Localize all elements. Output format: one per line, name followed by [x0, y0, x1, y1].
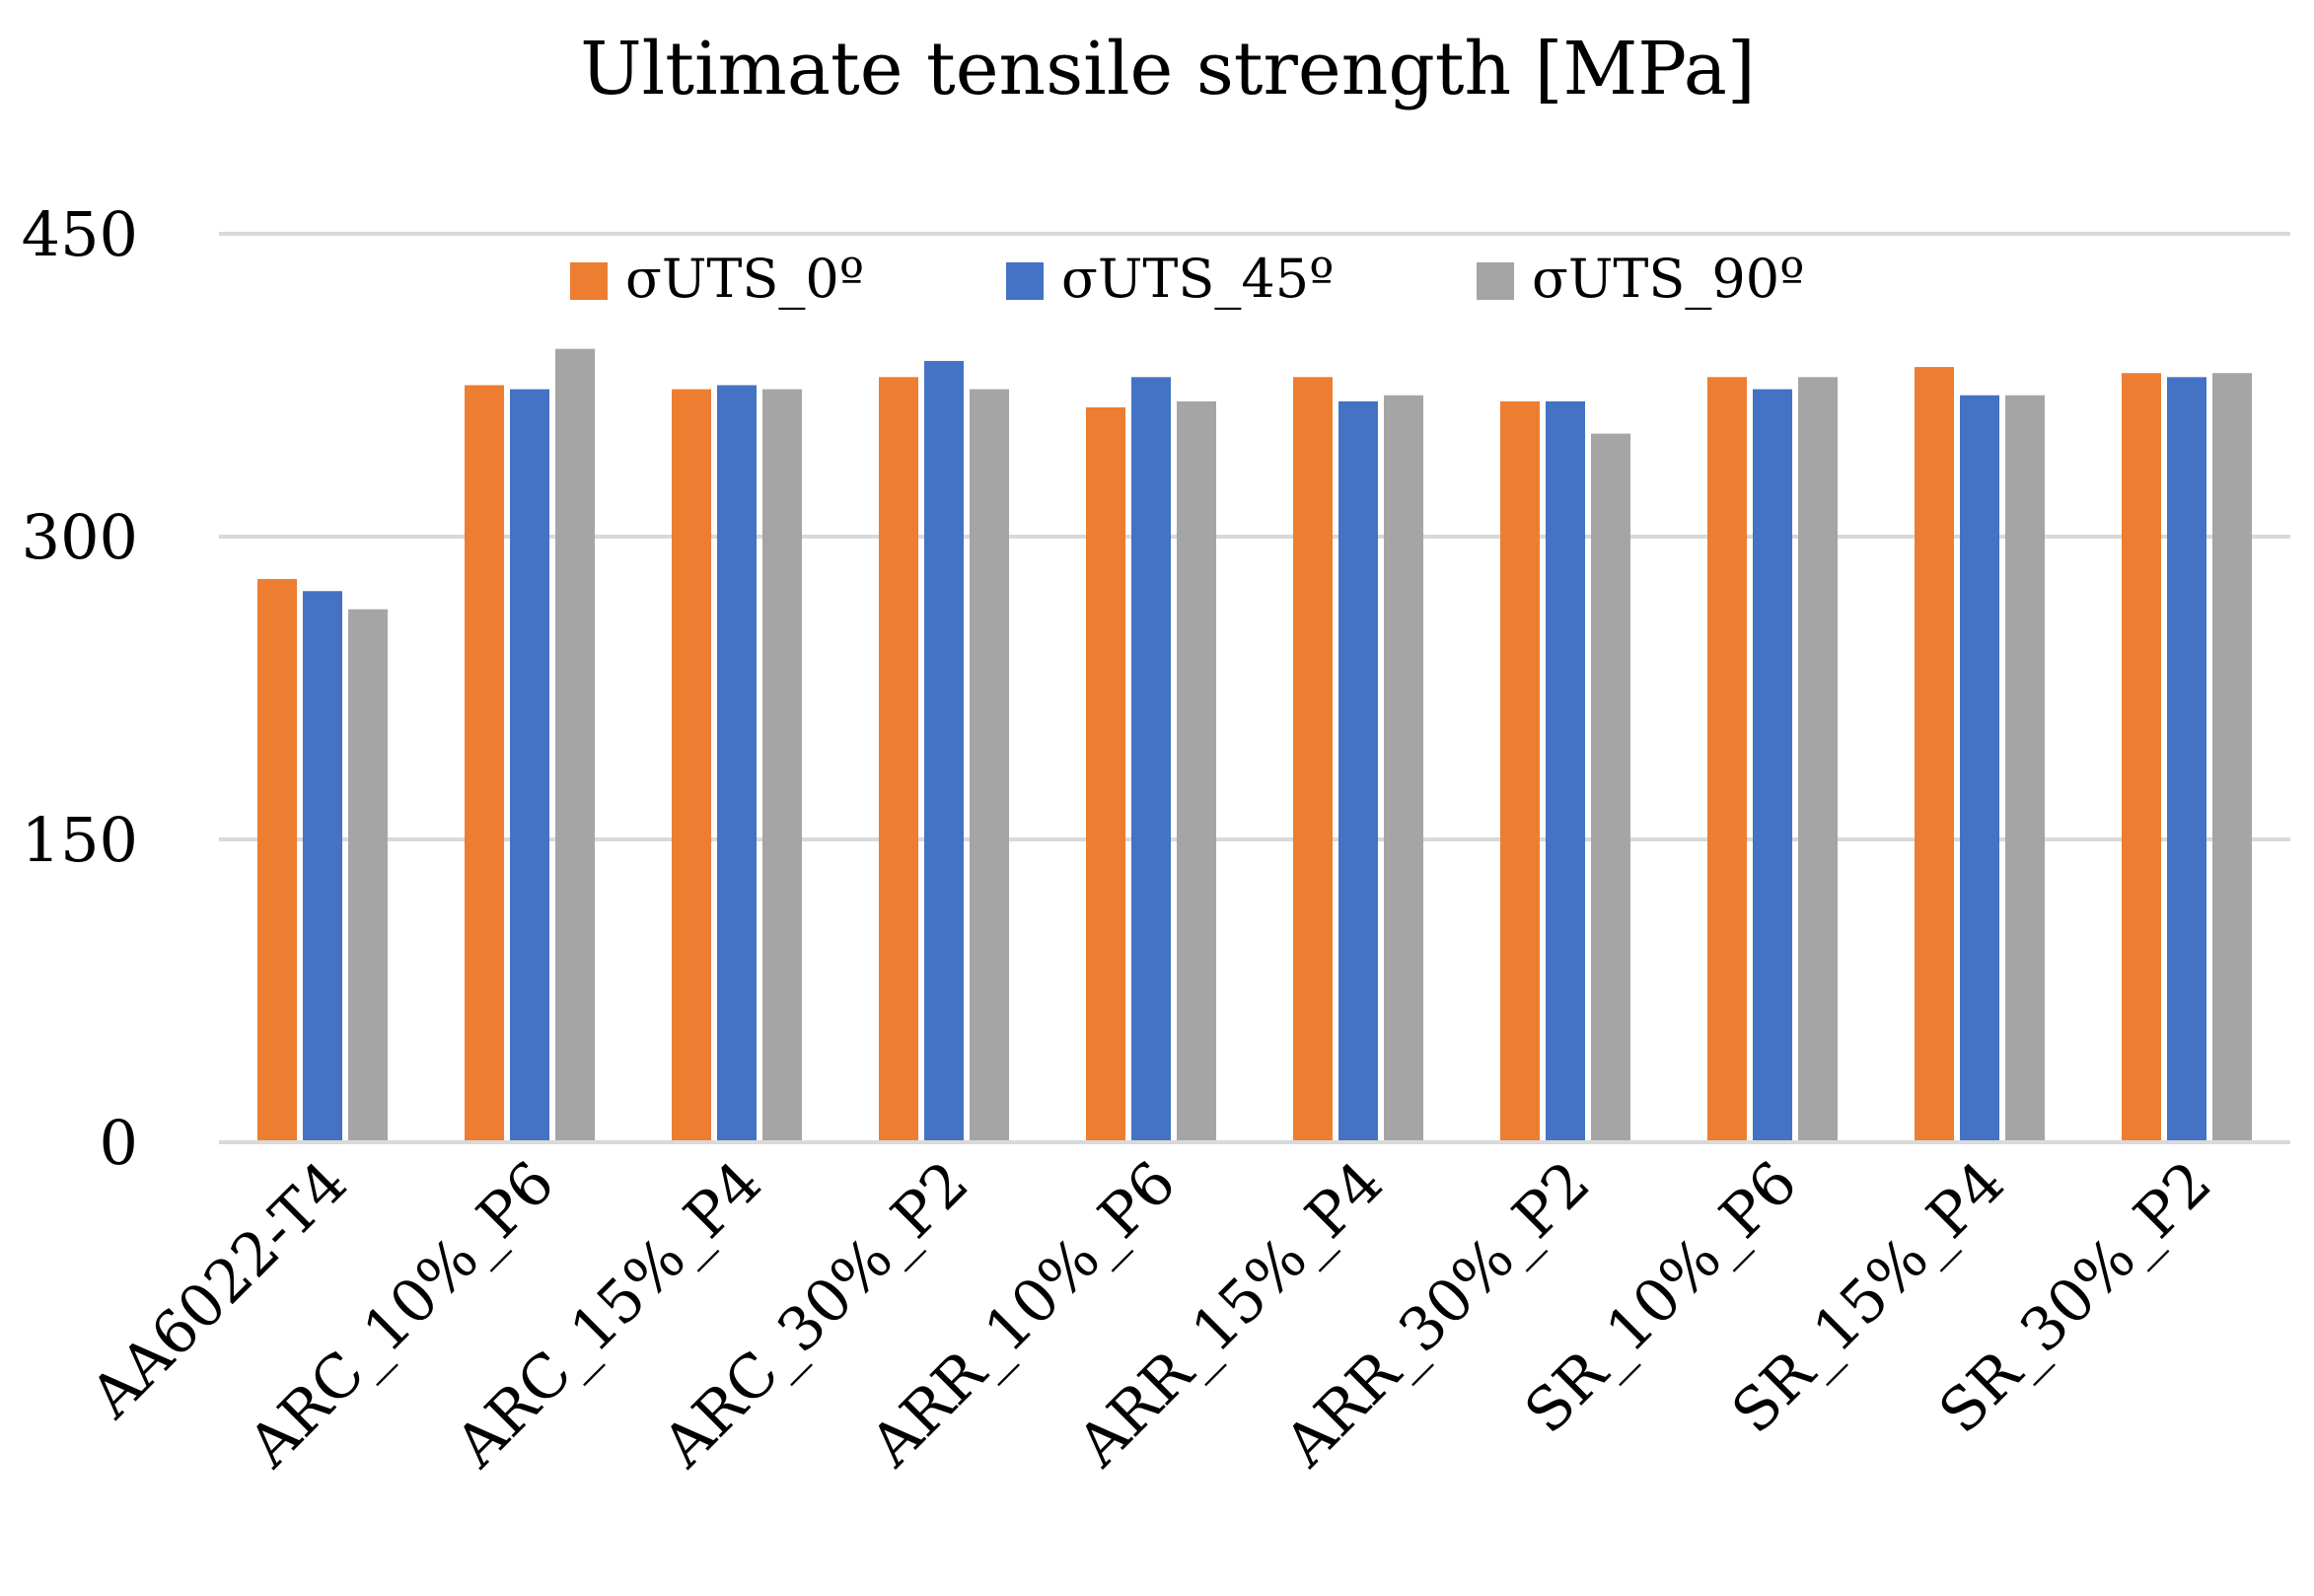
y-tick-label: 450: [22, 198, 138, 270]
bar-AA6022-T4-series-1: [257, 578, 297, 1142]
chart-title: Ultimate tensile strength [MPa]: [580, 27, 1756, 111]
bar-SR_15%_P4-series-1: [1915, 367, 1954, 1143]
bar-ARR_15%_P4-series-3: [1384, 395, 1423, 1142]
bar-ARC_15%_P4-series-1: [672, 389, 711, 1142]
bar-ARC_30%_P2-series-2: [924, 360, 964, 1142]
y-tick-label: 0: [100, 1107, 138, 1179]
y-tick-label: 300: [22, 501, 138, 573]
bar-ARR_30%_P2-series-2: [1546, 400, 1585, 1143]
y-tick-label: 150: [22, 804, 138, 876]
bar-ARR_10%_P6-series-1: [1086, 407, 1125, 1143]
legend-item-2: σUTS_45º: [1006, 248, 1335, 310]
legend-label: σUTS_90º: [1532, 248, 1805, 310]
legend-label: σUTS_0º: [625, 248, 864, 310]
bar-ARR_30%_P2-series-3: [1591, 433, 1630, 1142]
legend: σUTS_0º σUTS_45º σUTS_90º: [570, 248, 1805, 310]
legend-swatch: [1006, 262, 1044, 300]
bar-AA6022-T4-series-3: [348, 609, 388, 1142]
bar-SR_10%_P6-series-1: [1707, 377, 1747, 1142]
legend-item-3: σUTS_90º: [1477, 248, 1805, 310]
bar-ARC_15%_P4-series-3: [762, 389, 802, 1142]
legend-swatch: [1477, 262, 1514, 300]
legend-label: σUTS_45º: [1061, 248, 1335, 310]
bar-ARR_30%_P2-series-1: [1500, 400, 1540, 1143]
bar-SR_15%_P4-series-3: [2005, 395, 2045, 1142]
bar-SR_30%_P2-series-2: [2167, 377, 2206, 1142]
bar-ARC_15%_P4-series-2: [717, 385, 757, 1142]
legend-swatch: [570, 262, 608, 300]
bar-ARC_10%_P6-series-2: [510, 389, 549, 1142]
bar-ARC_10%_P6-series-3: [555, 348, 595, 1142]
bar-ARR_15%_P4-series-2: [1338, 400, 1378, 1143]
bar-ARC_30%_P2-series-3: [970, 389, 1009, 1142]
bar-ARC_30%_P2-series-1: [879, 377, 918, 1142]
bar-SR_10%_P6-series-2: [1753, 389, 1792, 1142]
bar-ARR_10%_P6-series-3: [1177, 400, 1216, 1143]
x-axis-tick-labels: AA6022-T4ARC_10%_P6ARC_15%_P4ARC_30%_P2A…: [77, 1148, 2225, 1482]
bars: [257, 348, 2252, 1143]
bar-SR_30%_P2-series-1: [2122, 373, 2161, 1143]
bar-SR_10%_P6-series-3: [1798, 377, 1838, 1142]
legend-item-1: σUTS_0º: [570, 248, 864, 310]
bar-SR_30%_P2-series-3: [2212, 373, 2252, 1143]
bar-SR_15%_P4-series-2: [1960, 395, 1999, 1142]
y-axis-tick-labels: 0 150 300 450: [22, 198, 138, 1179]
bar-ARR_15%_P4-series-1: [1293, 377, 1333, 1142]
bar-ARR_10%_P6-series-2: [1131, 377, 1171, 1142]
bar-ARC_10%_P6-series-1: [465, 385, 504, 1142]
bar-AA6022-T4-series-2: [303, 591, 342, 1142]
